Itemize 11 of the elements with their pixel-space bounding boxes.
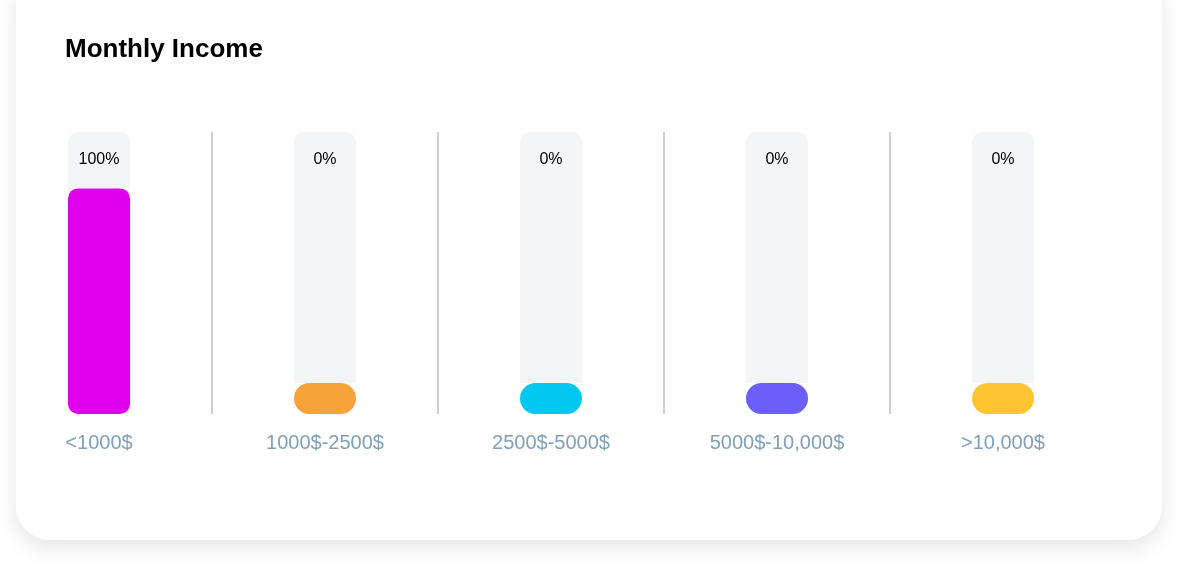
x-tick-label: 5000$-10,000$	[709, 431, 845, 453]
chart-title: Monthly Income	[65, 33, 263, 63]
x-tick-label: 1000$-2500$	[266, 431, 384, 453]
data-label: 100%	[78, 149, 120, 167]
data-label: 0%	[765, 149, 789, 167]
data-label: 0%	[539, 149, 563, 167]
x-tick-label: >10,000$	[961, 431, 1045, 453]
data-label: 0%	[313, 149, 337, 167]
data-label: 0%	[991, 149, 1015, 167]
x-tick-label: <1000$	[65, 431, 133, 453]
x-tick-label: 2500$-5000$	[492, 431, 610, 453]
